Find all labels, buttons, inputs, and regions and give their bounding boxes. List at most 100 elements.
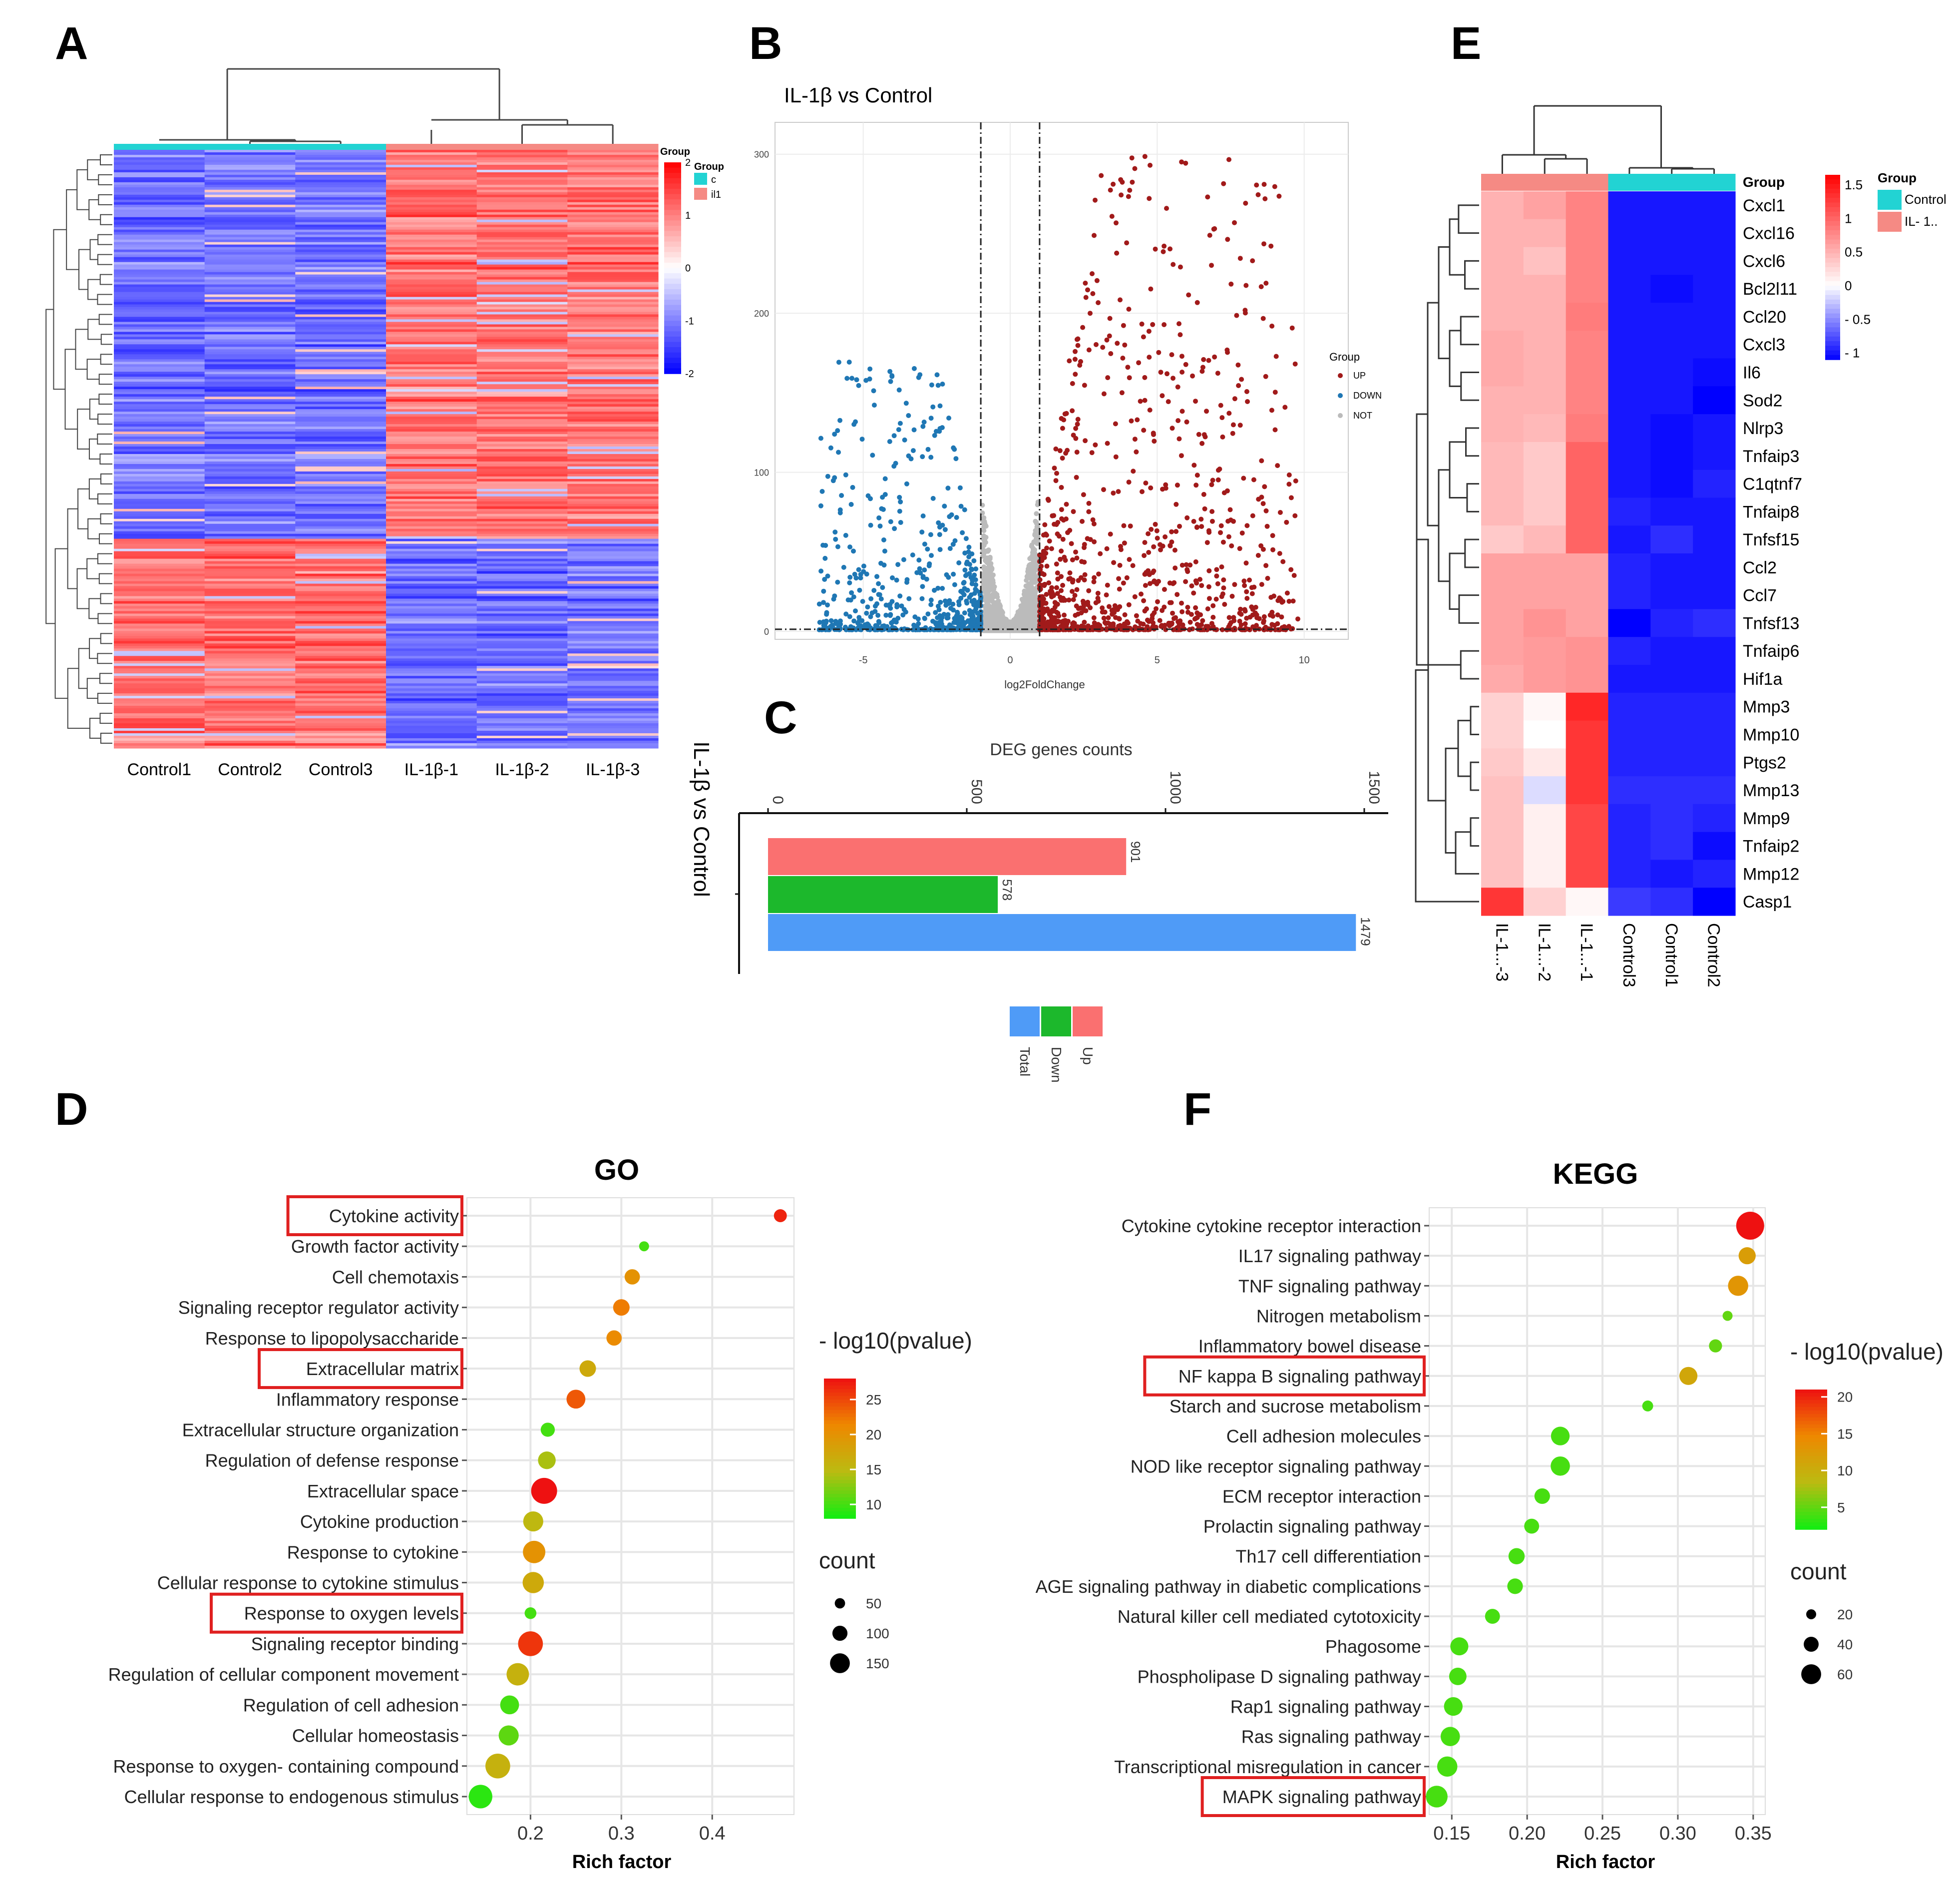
heatmap-cell (386, 474, 477, 477)
volcano-point (1146, 531, 1151, 536)
volcano-point (1221, 577, 1226, 582)
heatmap-cell (114, 150, 205, 153)
heatmap-cell (295, 312, 386, 315)
heatmap-cell (477, 546, 568, 549)
heatmap-cell (295, 581, 386, 584)
heatmap-cell (567, 352, 658, 355)
volcano-point (962, 610, 967, 615)
heatmap-cell (295, 706, 386, 709)
heatmap-cell (295, 150, 386, 153)
heatmap-cell (114, 693, 205, 696)
volcano-point (1075, 450, 1080, 455)
volcano-point (920, 596, 925, 601)
heatmap-cell (114, 175, 205, 178)
heatmap-cell (567, 613, 658, 616)
heatmap-cell (567, 362, 658, 365)
heatmap-cell (205, 255, 296, 258)
volcano-point (1162, 244, 1167, 249)
volcano-point (926, 447, 931, 452)
heatmap-cell (205, 743, 296, 746)
heatmap-cell (295, 180, 386, 183)
heatmap-cell (567, 658, 658, 661)
volcano-point (1055, 531, 1060, 536)
heatmap-cell (114, 374, 205, 377)
volcano-point (930, 405, 935, 410)
heatmap-cell (386, 479, 477, 482)
heatmap-cell (477, 506, 568, 509)
heatmap-cell (477, 392, 568, 395)
heatmap-cell (477, 364, 568, 367)
heatmap-cell (295, 601, 386, 604)
volcano-point (1054, 561, 1059, 566)
volcano-point (946, 615, 951, 620)
heatmap-cell (477, 733, 568, 736)
heatmap-cell (114, 367, 205, 370)
heatmap-cell (295, 646, 386, 649)
heatmap-cell (567, 285, 658, 288)
heatmap-cell (386, 187, 477, 190)
volcano-point (1259, 582, 1264, 587)
volcano-point (996, 608, 1001, 613)
volcano-point (951, 620, 956, 625)
heatmap-cell (567, 232, 658, 235)
volcano-point (962, 507, 967, 512)
heatmap-cell (295, 618, 386, 621)
heatmap-cell (386, 275, 477, 278)
heatmap-cell (295, 733, 386, 736)
heatmap-cell (114, 726, 205, 729)
heatmap-cell (477, 474, 568, 477)
heatmap-cell (114, 220, 205, 223)
heatmap-cell (567, 287, 658, 290)
volcano-point (937, 426, 942, 431)
heatmap-cell (114, 539, 205, 542)
heatmap-cell (114, 711, 205, 714)
volcano-point (1090, 271, 1095, 276)
heatmap-cell (295, 658, 386, 661)
heatmap-cell (295, 225, 386, 228)
heatmap-cell (477, 384, 568, 387)
heatmap-cell (295, 479, 386, 482)
heatmap-cell (386, 638, 477, 641)
colorbar-step (664, 173, 681, 178)
heatmap-cell (295, 354, 386, 357)
volcano-point (851, 422, 856, 427)
volcano-point (1076, 343, 1081, 348)
heatmap-cell (477, 237, 568, 240)
heatmap-cell (295, 564, 386, 567)
volcano-point (890, 599, 895, 604)
heatmap-cell (295, 469, 386, 472)
volcano-point (995, 613, 1000, 618)
volcano-point (962, 580, 967, 585)
volcano-point (935, 372, 940, 377)
heatmap-cell (114, 285, 205, 288)
volcano-point (865, 621, 870, 626)
heatmap-cell (567, 556, 658, 559)
heatmap-cell (567, 167, 658, 170)
volcano-point (1207, 596, 1212, 601)
heatmap-cell (567, 554, 658, 557)
heatmap-cell (205, 559, 296, 562)
volcano-point (1086, 509, 1091, 514)
heatmap-cell (205, 394, 296, 397)
heatmap-cell (114, 713, 205, 716)
heatmap-cell (205, 427, 296, 430)
heatmap-cell (295, 265, 386, 268)
heatmap-cell (477, 531, 568, 534)
volcano-point (1261, 241, 1266, 246)
heatmap-cell (386, 170, 477, 173)
heatmap-cell (567, 180, 658, 183)
heatmap-cell (114, 479, 205, 482)
heatmap-cell (477, 257, 568, 260)
heatmap-cell (567, 621, 658, 624)
heatmap-cell (295, 606, 386, 609)
column-label: IL-1β-3 (586, 760, 640, 779)
volcano-point (836, 360, 841, 365)
volcano-point (1119, 192, 1124, 197)
heatmap-cell (477, 205, 568, 208)
volcano-point (1242, 583, 1247, 588)
heatmap-cell (386, 511, 477, 514)
heatmap-cell (205, 237, 296, 240)
heatmap-cell (205, 454, 296, 457)
heatmap-cell (386, 681, 477, 684)
legend-title: Group (660, 146, 690, 157)
